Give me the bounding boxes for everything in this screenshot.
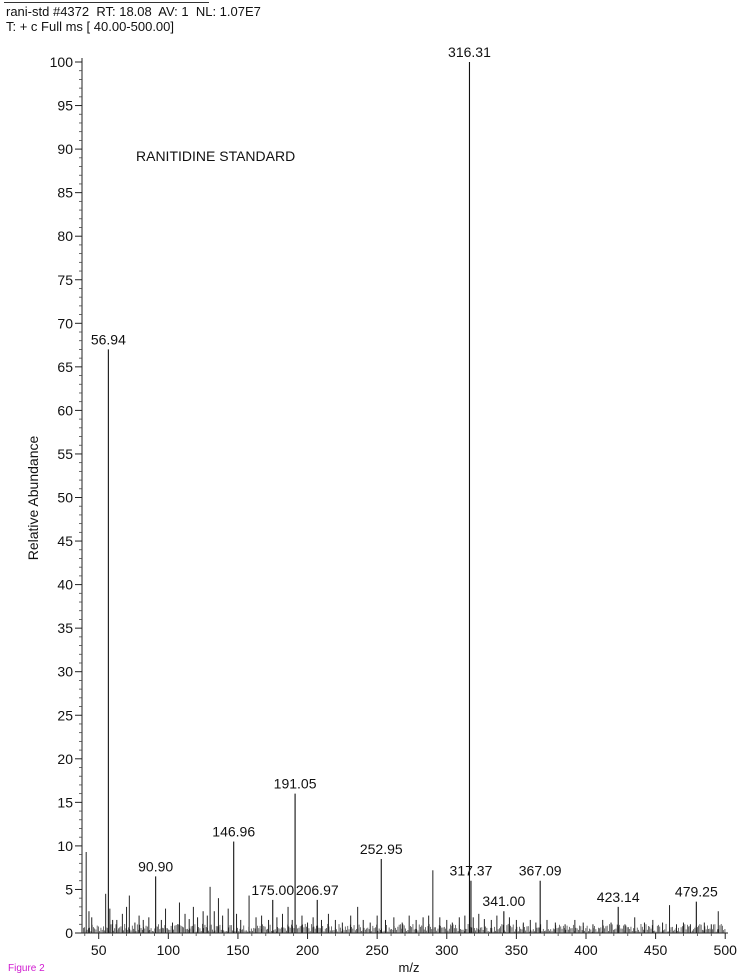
y-tick-label: 5 [65, 881, 73, 897]
x-tick-label: 500 [714, 942, 738, 958]
peak-label: 423.14 [597, 889, 640, 905]
y-tick-label: 25 [57, 707, 73, 723]
y-tick-label: 20 [57, 751, 73, 767]
peak-label: 146.96 [212, 824, 255, 840]
y-axis-title: Relative Abundance [25, 436, 41, 561]
y-tick-label: 80 [57, 228, 73, 244]
peak-label: 341.00 [482, 893, 525, 909]
peak-label: 317.37 [450, 863, 493, 879]
x-axis-title: m/z [399, 960, 420, 975]
y-tick-label: 55 [57, 446, 73, 462]
y-tick-label: 100 [50, 54, 74, 70]
x-tick-label: 350 [505, 942, 529, 958]
x-tick-label: 450 [644, 942, 668, 958]
x-tick-label: 250 [365, 942, 389, 958]
x-tick-label: 300 [435, 942, 459, 958]
y-tick-label: 45 [57, 533, 73, 549]
y-tick-label: 60 [57, 402, 73, 418]
scan-filter-line: T: + c Full ms [ 40.00-500.00] [6, 19, 174, 34]
y-tick-label: 65 [57, 359, 73, 375]
y-tick-label: 75 [57, 272, 73, 288]
scan-info-line: rani-std #4372 RT: 18.08 AV: 1 NL: 1.07E… [6, 4, 261, 19]
y-tick-label: 30 [57, 664, 73, 680]
x-tick-label: 150 [226, 942, 250, 958]
y-tick-label: 15 [57, 794, 73, 810]
x-tick-label: 400 [574, 942, 598, 958]
header-rule [4, 2, 209, 3]
y-tick-label: 40 [57, 577, 73, 593]
x-tick-label: 100 [157, 942, 181, 958]
peak-label: 175.00 [251, 882, 294, 898]
x-tick-label: 200 [296, 942, 320, 958]
y-tick-label: 35 [57, 620, 73, 636]
figure-label: Figure 2 [8, 963, 45, 974]
y-tick-label: 85 [57, 185, 73, 201]
x-tick-label: 50 [91, 942, 107, 958]
peak-label: 367.09 [519, 863, 562, 879]
peak-label: 252.95 [360, 841, 403, 857]
y-tick-label: 90 [57, 141, 73, 157]
peak-label: 191.05 [274, 776, 317, 792]
peak-label: 90.90 [138, 858, 173, 874]
y-tick-label: 95 [57, 98, 73, 114]
y-tick-label: 0 [65, 925, 73, 941]
y-tick-label: 70 [57, 315, 73, 331]
peak-label: 56.94 [91, 331, 126, 347]
chart-annotation: RANITIDINE STANDARD [136, 148, 295, 164]
peak-label: 206.97 [296, 882, 339, 898]
y-tick-label: 50 [57, 490, 73, 506]
peak-label: 316.31 [448, 44, 491, 60]
peak-label: 479.25 [675, 884, 718, 900]
y-tick-label: 10 [57, 838, 73, 854]
